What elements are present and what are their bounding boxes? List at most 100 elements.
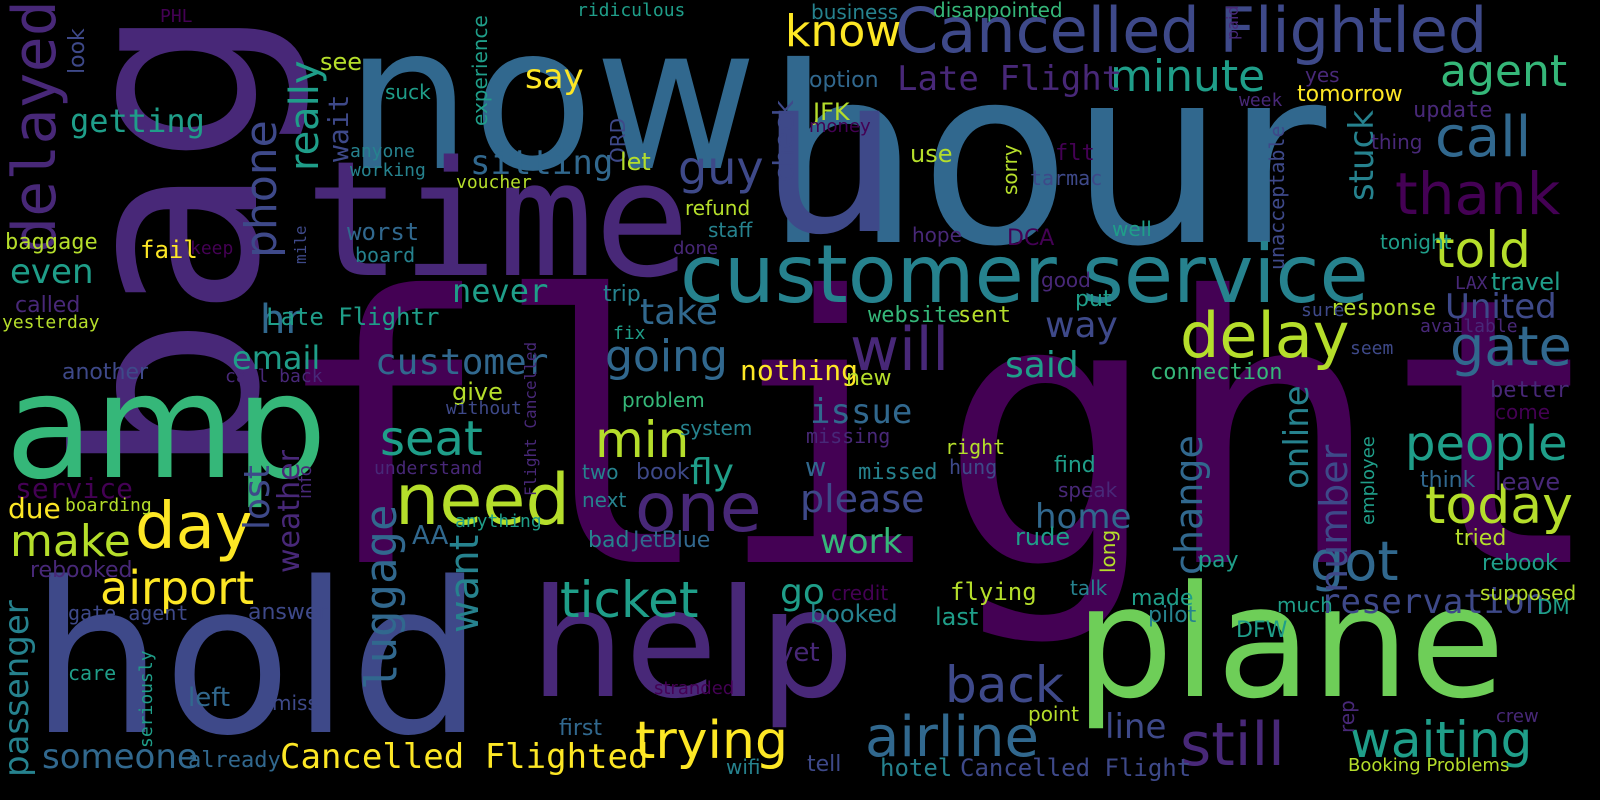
word-gate-agent: gate agent	[68, 601, 189, 625]
word-luggage: luggage	[356, 504, 407, 690]
word-jfk: JFK	[813, 98, 850, 126]
word-reservation: reservation	[1320, 582, 1546, 622]
word-thank: thank	[1395, 160, 1561, 228]
word-without: without	[446, 398, 522, 419]
word-new: new	[846, 366, 892, 391]
word-call-back: call back	[225, 366, 323, 387]
word-travel: travel	[1491, 268, 1561, 296]
word-minute: minute	[1110, 51, 1266, 102]
word-left: left	[188, 683, 231, 713]
word-passenger: passenger	[0, 600, 37, 777]
word-issue: issue	[810, 392, 913, 432]
word-airport: airport	[100, 561, 255, 615]
word-w: w	[805, 453, 827, 483]
word-voucher: voucher	[456, 172, 532, 193]
word-put: put	[1075, 287, 1112, 312]
word-option: option	[809, 68, 879, 93]
word-leave: leave	[1495, 468, 1561, 496]
word-customer: customer	[375, 342, 549, 383]
word-disappointed: disappointed	[933, 0, 1063, 22]
word-line: line	[1105, 707, 1167, 747]
word-experience: experience	[468, 15, 492, 126]
word-tomorrow: tomorrow	[1297, 82, 1403, 107]
word-suck: suck	[385, 80, 431, 104]
word-pay: pay	[1198, 548, 1239, 573]
word-speak: speak	[1058, 478, 1118, 502]
word-done: done	[673, 238, 718, 259]
word-delayed: delayed	[0, 0, 70, 253]
word-help: help	[530, 558, 855, 732]
word-come: come	[1495, 400, 1551, 424]
word-today: today	[1425, 476, 1573, 536]
word-website: website	[868, 303, 961, 328]
word-booked: booked	[810, 600, 898, 628]
word-customer-service: customer service	[680, 228, 1369, 321]
word-one: one	[635, 469, 762, 548]
word-pilot: pilot	[1148, 603, 1197, 628]
word-online: online	[1277, 385, 1317, 489]
word-check: check	[767, 100, 800, 182]
word-anyone: anyone	[350, 141, 416, 162]
word-baggage: baggage	[5, 230, 98, 255]
word-want: want	[442, 534, 488, 633]
word-ticket: ticket	[560, 571, 699, 629]
word-system: system	[680, 416, 753, 440]
word-number: number	[1312, 444, 1356, 593]
word-miss: miss	[272, 691, 318, 715]
word-please: please	[800, 477, 925, 521]
word-fail: fail	[140, 236, 198, 264]
word-understand: understand	[374, 458, 483, 479]
word-use: use	[910, 140, 953, 168]
word-another: another	[62, 360, 149, 385]
word-think: think	[1420, 468, 1476, 493]
word-call: call	[1435, 105, 1532, 170]
word-info: info	[295, 465, 316, 499]
word-crew: crew	[1496, 706, 1539, 727]
word-getting: getting	[70, 102, 205, 140]
word-available: available	[1420, 316, 1518, 337]
word-well: well	[1112, 217, 1152, 241]
word-seem: seem	[1350, 338, 1394, 359]
word-sitting: sitting	[470, 143, 614, 183]
word-anything: anything	[455, 511, 542, 532]
word-tell: tell	[807, 752, 842, 777]
word-fix: fix	[613, 323, 646, 344]
word-day: day	[135, 490, 253, 564]
word-rep: rep	[1335, 700, 1359, 733]
word-u: u	[760, 27, 900, 283]
word-called: called	[15, 293, 81, 318]
word-amp: amp	[5, 343, 328, 512]
word-waiting: waiting	[1350, 711, 1533, 769]
word-way: way	[1045, 305, 1118, 346]
word-missing: missing	[806, 424, 891, 448]
word-business: business	[811, 0, 899, 24]
word-take: take	[640, 292, 718, 333]
word-tarmac: tarmac	[1030, 166, 1103, 190]
word-cancelled-flight: Cancelled Flight	[960, 754, 1192, 782]
word-even: even	[10, 252, 94, 292]
word-good: good	[1041, 268, 1091, 292]
word-better: better	[1490, 378, 1570, 403]
word-yet: yet	[778, 638, 820, 668]
word-cancelled-flighted: Cancelled Flighted	[280, 737, 649, 777]
word-rebook: rebook	[1482, 551, 1558, 576]
word-credit: credit	[831, 581, 889, 605]
word-let: let	[620, 148, 651, 176]
word-book: book	[636, 460, 690, 485]
word-week: week	[1239, 90, 1283, 111]
word-phone: phone	[236, 120, 287, 258]
word-hr: hr	[260, 297, 302, 343]
word-seat: seat	[380, 411, 483, 467]
word-boarding: boarding	[65, 495, 152, 516]
word-guy: guy	[678, 141, 764, 195]
word-yes: yes	[1305, 63, 1340, 87]
word-hung: hung	[949, 455, 998, 479]
word-home: home	[1035, 497, 1132, 537]
word-made: made	[1131, 586, 1194, 611]
word-staff: staff	[708, 218, 753, 242]
word-see: see	[320, 48, 363, 76]
word-keep: keep	[190, 238, 234, 259]
word-paid: paid	[1223, 5, 1242, 40]
word-hour: hour	[765, 15, 1327, 300]
word-supposed: supposed	[1480, 581, 1577, 605]
